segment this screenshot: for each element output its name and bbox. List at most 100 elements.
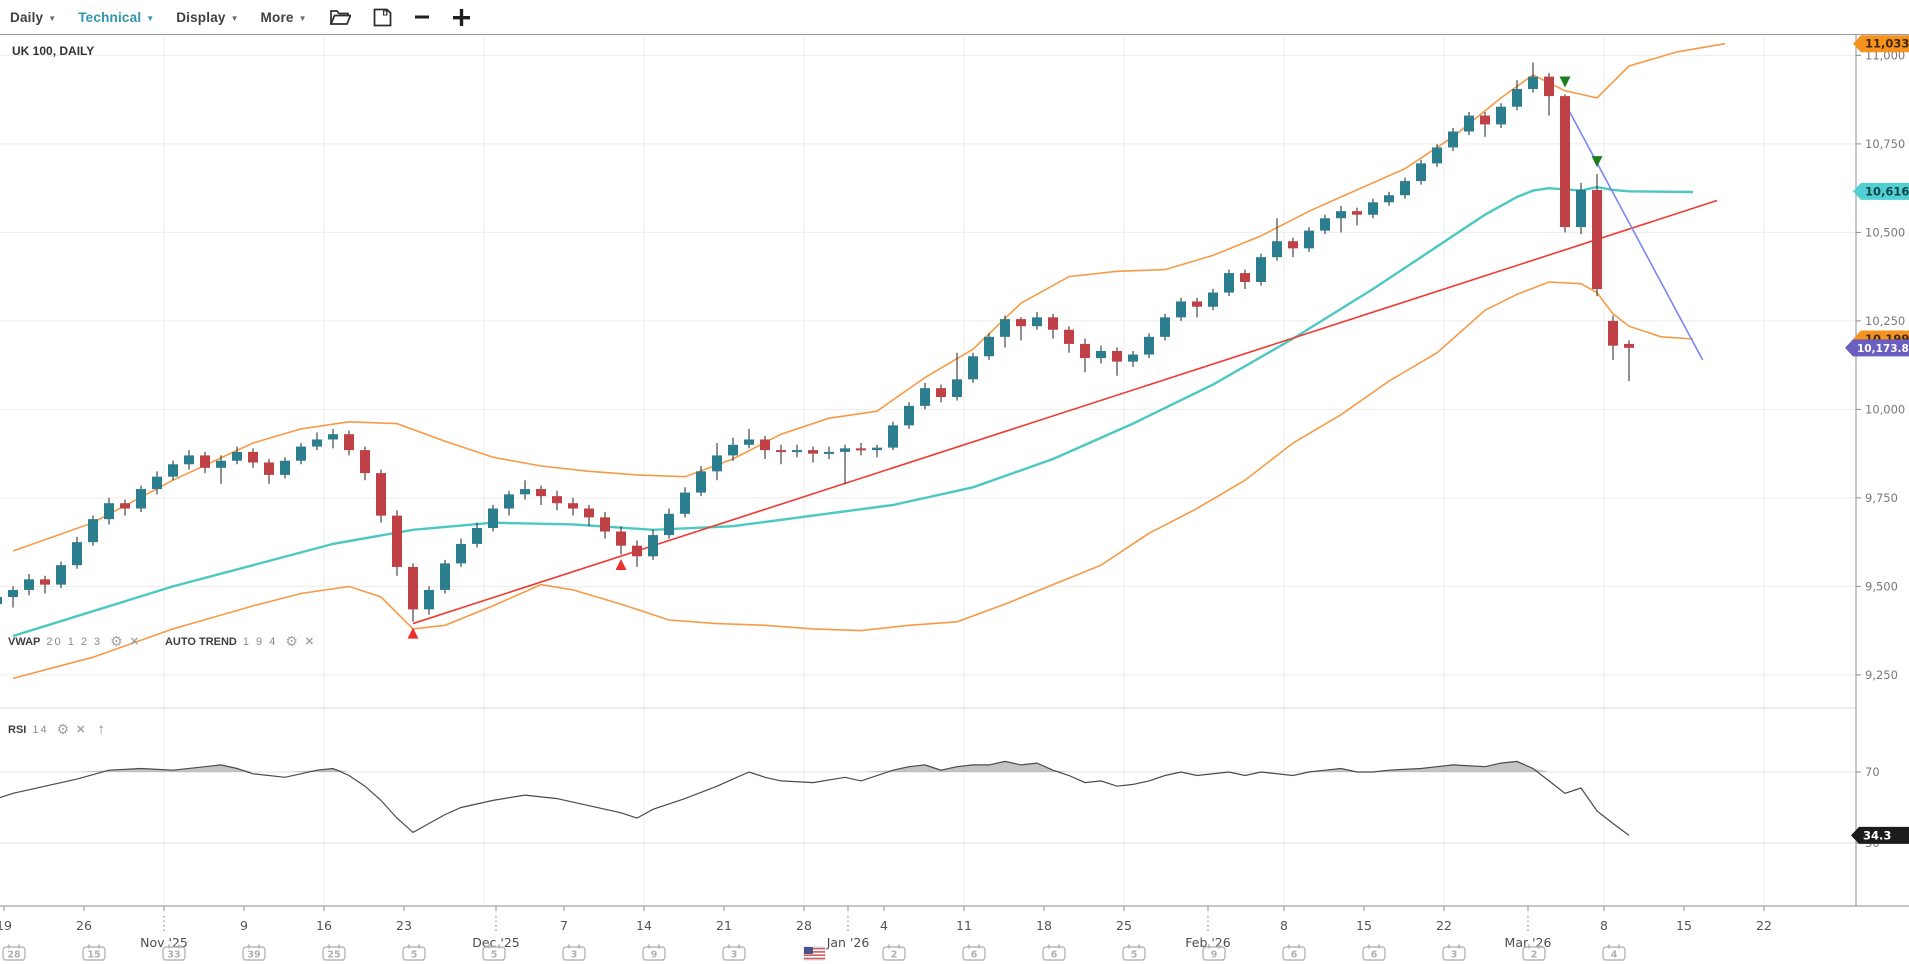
auto-trend-up [412,199,1718,625]
gear-icon[interactable]: ⚙ [285,633,298,649]
candle [760,439,770,451]
candle [120,503,130,509]
calendar-event-icon[interactable]: 6 [1042,944,1066,961]
chevron-down-icon: ▼ [230,13,239,23]
calendar-event-icon[interactable]: 33 [162,944,186,961]
calendar-event-icon[interactable]: 6 [1282,944,1306,961]
candle [936,388,946,398]
candle [440,563,450,590]
candle [1000,319,1010,337]
candle [1320,218,1330,231]
price-badge: 10,616 [1853,182,1909,200]
calendar-event-icon[interactable]: 6 [1362,944,1386,961]
auto-trend-down [1564,102,1704,361]
close-icon[interactable]: ✕ [129,636,139,648]
save-icon[interactable] [373,8,392,27]
candle [1016,319,1026,327]
candle [376,473,386,516]
candle [1128,354,1138,362]
calendar-event-icon[interactable]: 5 [482,944,506,961]
candle [744,439,754,445]
vwap-lower-band [12,281,1694,680]
chevron-down-icon: ▼ [146,13,155,23]
zoom-out-icon[interactable] [414,9,430,25]
candle [40,579,50,585]
close-icon[interactable]: ✕ [304,636,315,648]
candle [616,531,626,546]
buy-signal-marker [615,558,627,570]
technical-dropdown[interactable]: Technical ▼ [78,10,154,25]
candle [200,455,210,468]
more-dropdown-label: More [260,9,294,25]
candle [632,545,642,557]
calendar-event-icon[interactable]: 9 [642,944,666,961]
candle [1576,189,1586,228]
price-axis[interactable]: 11,00010,75010,50010,25010,0009,7509,500… [1856,48,1905,850]
candle [520,489,530,495]
calendar-event-icon[interactable]: 25 [322,944,346,961]
more-dropdown[interactable]: More ▼ [261,10,307,25]
gear-icon[interactable]: ⚙ [110,633,123,649]
candle [1208,292,1218,307]
close-icon[interactable]: ✕ [76,724,86,736]
candle [888,425,898,448]
calendar-event-icon[interactable]: 2 [1522,944,1546,961]
calendar-event-icon[interactable]: 9 [1202,944,1226,961]
timeframe-dropdown[interactable]: Daily ▼ [10,10,56,25]
calendar-event-icon[interactable]: 6 [962,944,986,961]
zoom-in-icon[interactable] [452,8,471,27]
candle [408,566,418,610]
calendar-event-count: 4 [1611,950,1618,961]
date-tick-label: 22 [1436,918,1452,933]
date-tick-label: 21 [716,918,732,933]
candle [792,450,802,453]
calendar-event-icon[interactable]: 3 [722,944,746,961]
open-folder-icon[interactable] [329,8,351,26]
display-dropdown[interactable]: Display ▼ [176,10,238,25]
calendar-event-icon[interactable]: 2 [882,944,906,961]
candle [920,388,930,406]
candle [1080,343,1090,359]
date-tick-label: 28 [796,918,812,933]
calendar-event-icon[interactable]: 15 [82,944,106,961]
candle [680,492,690,514]
calendar-event-icon[interactable]: 5 [1122,944,1146,961]
calendar-event-icon[interactable]: 4 [1602,944,1626,961]
calendar-event-icon[interactable]: 5 [402,944,426,961]
candle [1528,76,1538,90]
candle [1096,350,1106,359]
calendar-event-icon[interactable]: 3 [562,944,586,961]
candle [568,503,578,509]
calendar-event-count: 39 [247,950,260,961]
candle [1160,317,1170,337]
candle [264,462,274,475]
calendar-event-count: 33 [167,950,180,961]
calendar-event-icon[interactable]: 28 [2,944,26,961]
date-tick-label: 16 [316,918,332,933]
date-tick-label: 25 [1116,918,1132,933]
axes [0,34,1909,907]
us-flag-icon[interactable] [803,946,826,961]
calendar-event-count: 3 [571,950,578,961]
candle [1048,317,1058,330]
candle [72,542,82,566]
calendar-event-icon[interactable]: 3 [1442,944,1466,961]
expand-pane-icon[interactable]: ↑ [97,721,105,738]
auto-trend-legend-params: 1 9 4 [242,635,278,648]
candle [248,451,258,463]
price-tick-label: 9,250 [1865,668,1898,682]
candle [472,527,482,544]
calendar-event-count: 5 [491,950,498,961]
candle [584,508,594,518]
candle [1336,211,1346,219]
calendar-event-count: 5 [411,950,418,961]
calendar-event-icon[interactable]: 39 [242,944,266,961]
price-pane [0,42,1726,680]
gear-icon[interactable]: ⚙ [56,721,70,737]
candle [184,455,194,465]
date-tick-label: 15 [1676,918,1692,933]
calendar-event-count: 25 [327,950,340,961]
